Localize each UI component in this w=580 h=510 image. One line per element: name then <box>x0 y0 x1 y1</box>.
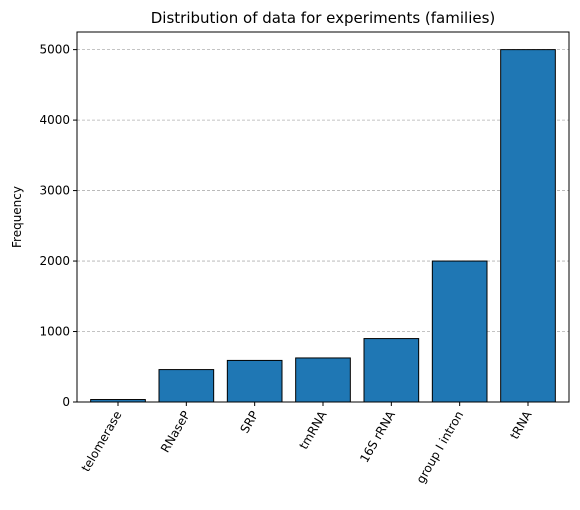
x-tick-label: tmRNA <box>297 408 330 452</box>
bar-group-i-intron <box>431 260 488 403</box>
chart-title: Distribution of data for experiments (fa… <box>151 9 496 27</box>
x-tick-label: SRP <box>238 409 262 436</box>
x-tick-label: RNaseP <box>158 409 193 455</box>
y-tick-label: 3000 <box>39 184 70 198</box>
y-tick-label: 1000 <box>39 325 70 339</box>
x-tick-label: tRNA <box>507 408 535 442</box>
axes-frame <box>76 31 570 403</box>
y-axis-label: Frequency <box>10 186 24 248</box>
x-tick-label: 16S rRNA <box>357 408 398 465</box>
x-tick-label: group I intron <box>413 408 466 485</box>
bar-tmrna <box>295 357 351 403</box>
bar-srp <box>226 359 283 403</box>
grid-lines <box>77 49 569 332</box>
bar-16s-rrna <box>363 338 420 403</box>
x-axis-ticks: telomerase RNaseP SRP tmRNA 16S rRNA group I … <box>79 402 535 486</box>
bars <box>90 49 556 403</box>
y-tick-label: 5000 <box>39 43 70 57</box>
bar-trna <box>500 49 556 403</box>
y-tick-label: 2000 <box>39 254 70 268</box>
x-tick-label: telomerase <box>79 409 125 475</box>
y-tick-label: 0 <box>62 395 70 409</box>
bar-rnasep <box>158 369 215 403</box>
y-tick-label: 4000 <box>39 113 70 127</box>
y-axis-ticks: 0 1000 2000 3000 4000 5000 <box>39 43 77 409</box>
